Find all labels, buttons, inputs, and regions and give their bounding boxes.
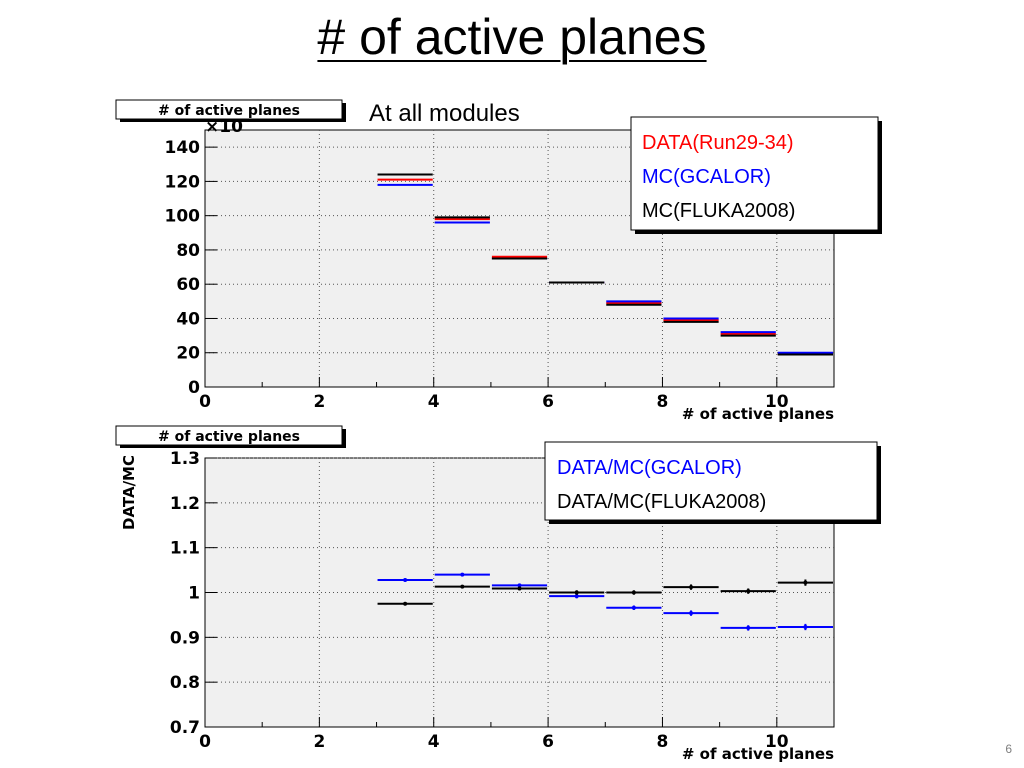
top-x-tick-label: 8 [657, 392, 669, 412]
bottom-chart: 0 2 4 6 8 10 0.7 0.8 0.9 1 1.1 1.2 1.3 # of active p… [115, 425, 881, 763]
bottom-y-axis-title: DATA/MC [120, 455, 138, 530]
bottom-x-axis-title: # of active planes [682, 745, 834, 763]
top-x-tick-label: 6 [542, 392, 554, 412]
bottom-legend [544, 441, 878, 521]
bottom-y-tick-label: 0.8 [170, 673, 200, 693]
bottom-data-point [517, 583, 522, 588]
top-x-tick-label: 10 [765, 392, 789, 412]
bottom-data-point [631, 605, 636, 610]
bottom-data-point [689, 611, 694, 616]
bottom-x-tick-label: 10 [765, 732, 789, 752]
bottom-data-point [803, 625, 808, 630]
bottom-data-point [574, 594, 579, 599]
top-multiplier: ×10 [205, 117, 243, 137]
top-y-tick-label: 20 [176, 344, 200, 364]
top-series-2 [377, 173, 833, 356]
bottom-x-tick-label: 6 [542, 732, 554, 752]
bottom-title-box-label: # of active planes [158, 429, 300, 445]
bottom-y-tick-label: 0.7 [170, 718, 200, 738]
bottom-ticks: 0 2 4 6 8 10 0.7 0.8 0.9 1 1.1 1.2 1.3 [170, 449, 835, 752]
bottom-series-0 [377, 572, 833, 631]
bottom-data-point [403, 601, 408, 606]
top-x-tick-label: 2 [313, 392, 325, 412]
bottom-y-tick-label: 1.1 [170, 539, 200, 559]
bottom-title-box [115, 425, 343, 446]
top-y-tick-label: 80 [176, 241, 200, 261]
bottom-y-tick-label: 1 [188, 584, 200, 604]
bottom-data-point [803, 580, 808, 585]
bottom-data-point [517, 586, 522, 591]
top-x-axis-title: # of active planes [682, 405, 834, 423]
slide-title: # of active planes [317, 9, 707, 65]
top-legend-item-gcalor: MC(GCALOR) [642, 166, 771, 188]
bottom-x-tick-label: 2 [313, 732, 325, 752]
top-y-tick-label: 120 [165, 172, 201, 192]
bottom-x-tick-label: 8 [657, 732, 669, 752]
top-subtitle: At all modules [369, 100, 520, 127]
bottom-data-point [403, 577, 408, 582]
top-y-tick-label: 100 [165, 207, 201, 227]
bottom-data-point [746, 625, 751, 630]
top-y-tick-label: 0 [188, 378, 200, 398]
bottom-x-tick-label: 4 [428, 732, 440, 752]
bottom-data-point [631, 590, 636, 595]
bottom-legend-item-gcalor: DATA/MC(GCALOR) [557, 457, 742, 479]
top-legend-item-data: DATA(Run29-34) [642, 132, 794, 154]
bottom-data-point [460, 584, 465, 589]
bottom-series-1 [377, 579, 833, 606]
top-title-box-label: # of active planes [158, 103, 300, 119]
bottom-x-tick-label: 0 [199, 732, 211, 752]
slide-number: 6 [1005, 742, 1012, 756]
bottom-marks [377, 572, 833, 631]
bottom-data-point [574, 590, 579, 595]
top-x-tick-label: 4 [428, 392, 440, 412]
bottom-y-tick-label: 0.9 [170, 628, 200, 648]
top-legend [630, 116, 879, 231]
top-x-tick-label: 0 [199, 392, 211, 412]
top-marks [377, 173, 833, 356]
top-legend-item-fluka: MC(FLUKA2008) [642, 200, 795, 222]
bottom-data-point [746, 589, 751, 594]
bottom-y-tick-label: 1.2 [170, 494, 200, 514]
bottom-data-point [460, 572, 465, 577]
bottom-y-tick-label: 1.3 [170, 449, 200, 469]
bottom-data-point [689, 585, 694, 590]
top-y-tick-label: 40 [176, 309, 200, 329]
top-y-tick-label: 140 [165, 138, 201, 158]
bottom-legend-item-fluka: DATA/MC(FLUKA2008) [557, 491, 766, 513]
top-title-box [115, 99, 343, 120]
top-y-tick-label: 60 [176, 275, 200, 295]
